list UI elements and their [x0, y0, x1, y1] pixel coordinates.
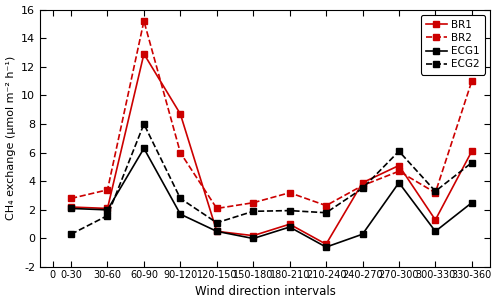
- BR2: [141, 19, 147, 23]
- BR1: [250, 234, 256, 237]
- ECG1: [396, 181, 402, 185]
- ECG1: [104, 208, 110, 212]
- ECG2: [432, 189, 438, 193]
- BR2: [432, 191, 438, 195]
- BR1: [469, 149, 475, 153]
- Line: ECG1: ECG1: [68, 146, 474, 250]
- BR1: [104, 207, 110, 210]
- ECG2: [250, 209, 256, 213]
- BR2: [360, 184, 366, 187]
- ECG2: [68, 232, 74, 236]
- BR2: [178, 151, 184, 154]
- BR2: [68, 197, 74, 200]
- BR1: [286, 222, 292, 226]
- Line: BR1: BR1: [68, 51, 474, 247]
- Line: BR2: BR2: [68, 18, 474, 211]
- BR2: [396, 169, 402, 173]
- BR2: [250, 201, 256, 205]
- Line: ECG2: ECG2: [68, 121, 474, 237]
- ECG1: [469, 201, 475, 205]
- BR1: [141, 52, 147, 56]
- ECG2: [286, 209, 292, 212]
- BR2: [104, 188, 110, 192]
- Y-axis label: CH₄ exchange (μmol m⁻² h⁻¹): CH₄ exchange (μmol m⁻² h⁻¹): [6, 56, 16, 220]
- BR1: [68, 205, 74, 209]
- BR1: [178, 112, 184, 116]
- ECG2: [469, 161, 475, 164]
- ECG2: [396, 149, 402, 153]
- BR2: [469, 79, 475, 83]
- ECG1: [141, 147, 147, 150]
- ECG2: [360, 187, 366, 190]
- BR1: [214, 230, 220, 233]
- ECG2: [141, 122, 147, 126]
- ECG2: [323, 211, 329, 215]
- BR2: [323, 204, 329, 207]
- BR1: [396, 164, 402, 167]
- BR1: [323, 242, 329, 246]
- ECG1: [432, 230, 438, 233]
- ECG1: [68, 207, 74, 210]
- BR1: [360, 181, 366, 185]
- ECG2: [178, 197, 184, 200]
- ECG1: [178, 212, 184, 216]
- X-axis label: Wind direction intervals: Wind direction intervals: [194, 285, 336, 299]
- Legend: BR1, BR2, ECG1, ECG2: BR1, BR2, ECG1, ECG2: [421, 15, 485, 74]
- ECG1: [360, 232, 366, 236]
- BR2: [214, 207, 220, 210]
- ECG1: [286, 225, 292, 229]
- ECG2: [214, 221, 220, 225]
- ECG1: [250, 237, 256, 240]
- BR1: [432, 218, 438, 222]
- ECG1: [323, 245, 329, 249]
- ECG2: [104, 214, 110, 217]
- ECG1: [214, 230, 220, 233]
- BR2: [286, 191, 292, 195]
